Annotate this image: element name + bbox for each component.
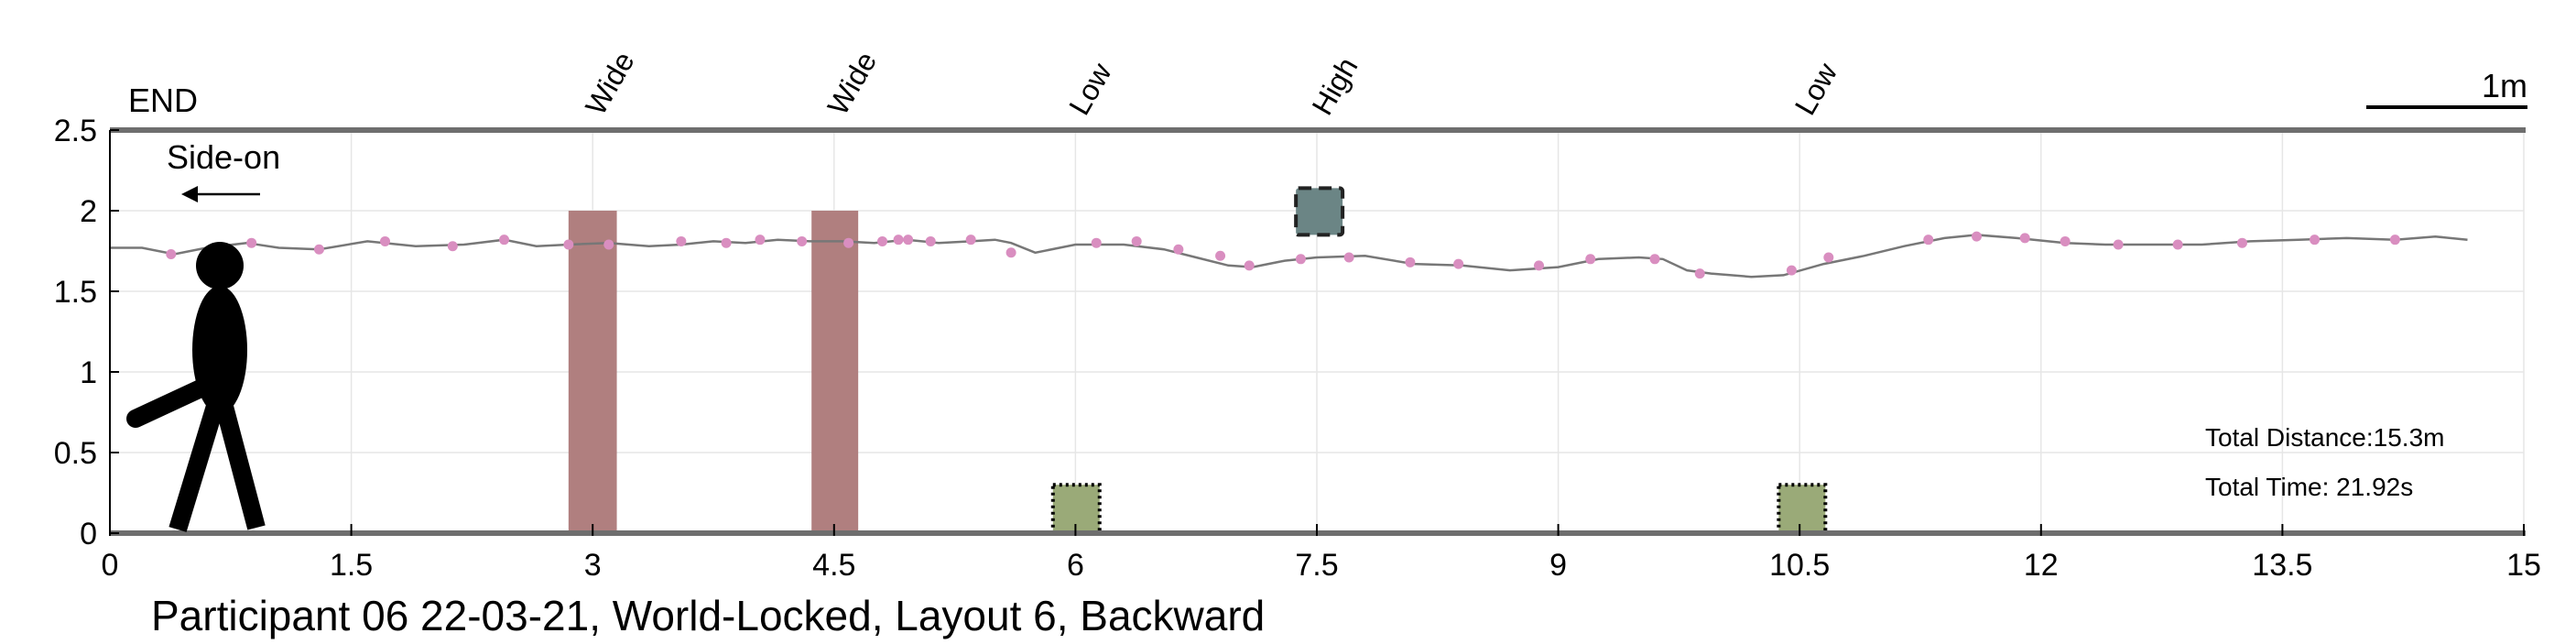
footstep-point: [313, 244, 324, 255]
y-tick-label: 1: [80, 355, 97, 390]
footstep-point: [1091, 237, 1102, 248]
footstep-point: [246, 237, 257, 248]
footstep-point: [1923, 235, 1934, 246]
obstacle-label: Wide: [821, 46, 884, 120]
total-distance: Total Distance:15.3m: [2205, 423, 2444, 452]
x-tick-label: 3: [584, 548, 602, 583]
footstep-point: [965, 235, 976, 246]
chart-caption: Participant 06 22-03-21, World-Locked, L…: [151, 592, 1265, 639]
direction-label: Side-on: [167, 138, 280, 176]
footstep-point: [2236, 237, 2247, 248]
footstep-point: [166, 249, 177, 260]
footstep-point: [755, 235, 766, 246]
scale-label: 1m: [2482, 67, 2527, 104]
footstep-point: [1694, 268, 1705, 279]
start-label: END: [128, 82, 198, 119]
footstep-point: [1215, 250, 1226, 261]
head-height-series: [110, 234, 2468, 278]
footstep-point: [1649, 254, 1660, 265]
footstep-point: [1585, 254, 1596, 265]
obstacle-label: Wide: [579, 46, 641, 120]
obstacle-labels: Wide Wide Low High Low: [579, 46, 1844, 120]
footstep-point: [1244, 260, 1255, 271]
footstep-point: [1343, 252, 1354, 263]
obstacle-label: High: [1306, 52, 1364, 121]
tick-labels: 0 1.5 3 4.5 6 7.5 9 10.5 12 13.5 15 0 0.5 1 1.5 2 2.5: [54, 114, 2541, 583]
x-tick-label: 10.5: [1769, 548, 1830, 583]
footstep-point: [1786, 265, 1797, 276]
footstep-point: [2389, 235, 2400, 246]
footstep-point: [1405, 257, 1416, 267]
footstep-point: [893, 235, 904, 246]
total-time: Total Time: 21.92s: [2205, 473, 2413, 501]
y-tick-label: 2: [80, 194, 97, 229]
footstep-point: [603, 239, 614, 250]
obstacle-pillar: [811, 211, 859, 533]
y-tick-label: 0.5: [54, 436, 97, 471]
footstep-point: [1534, 260, 1545, 271]
walking-person-icon: [126, 242, 266, 532]
footstep-point: [380, 235, 391, 246]
footstep-points: [166, 231, 2400, 279]
footstep-point: [2310, 235, 2321, 246]
x-tick-label: 4.5: [812, 548, 855, 583]
footstep-point: [563, 239, 574, 250]
footstep-point: [843, 237, 854, 248]
footstep-point: [2060, 235, 2071, 246]
footstep-point: [1295, 254, 1306, 265]
footstep-point: [1005, 247, 1016, 258]
footstep-point: [1823, 252, 1834, 263]
obstacle-high-box: [1294, 186, 1345, 237]
footstep-point: [676, 235, 687, 246]
footstep-point: [877, 235, 888, 246]
y-tick-label: 2.5: [54, 114, 97, 148]
obstacle-pillar: [568, 211, 617, 533]
x-tick-label: 6: [1067, 548, 1084, 583]
head-height-line: [110, 234, 2468, 278]
footstep-point: [2019, 233, 2030, 244]
footstep-point: [447, 241, 458, 252]
obstacle-low-box: [1777, 483, 1828, 536]
x-tick-label: 13.5: [2252, 548, 2312, 583]
x-tick-label: 12: [2024, 548, 2059, 583]
footstep-point: [1173, 244, 1184, 255]
footstep-point: [903, 235, 914, 246]
footstep-point: [925, 235, 936, 246]
axes: [109, 127, 2526, 536]
x-tick-label: 1.5: [330, 548, 373, 583]
x-tick-label: 15: [2506, 548, 2541, 583]
obstacle-label: Low: [1788, 57, 1844, 121]
footstep-point: [1972, 231, 1983, 242]
x-tick-label: 9: [1549, 548, 1567, 583]
y-tick-label: 0: [80, 517, 97, 551]
footstep-point: [2172, 239, 2183, 250]
y-tick-label: 1.5: [54, 275, 97, 310]
footstep-point: [1131, 235, 1142, 246]
footstep-point: [1453, 258, 1464, 269]
footstep-point: [721, 237, 732, 248]
footstep-point: [797, 235, 808, 246]
obstacle-label: Low: [1062, 57, 1118, 121]
obstacles: [568, 186, 1828, 536]
footstep-point: [499, 235, 510, 246]
direction-arrow-icon: [181, 186, 260, 202]
x-tick-label: 0: [102, 548, 119, 583]
x-tick-label: 7.5: [1295, 548, 1338, 583]
footstep-point: [2113, 239, 2124, 250]
